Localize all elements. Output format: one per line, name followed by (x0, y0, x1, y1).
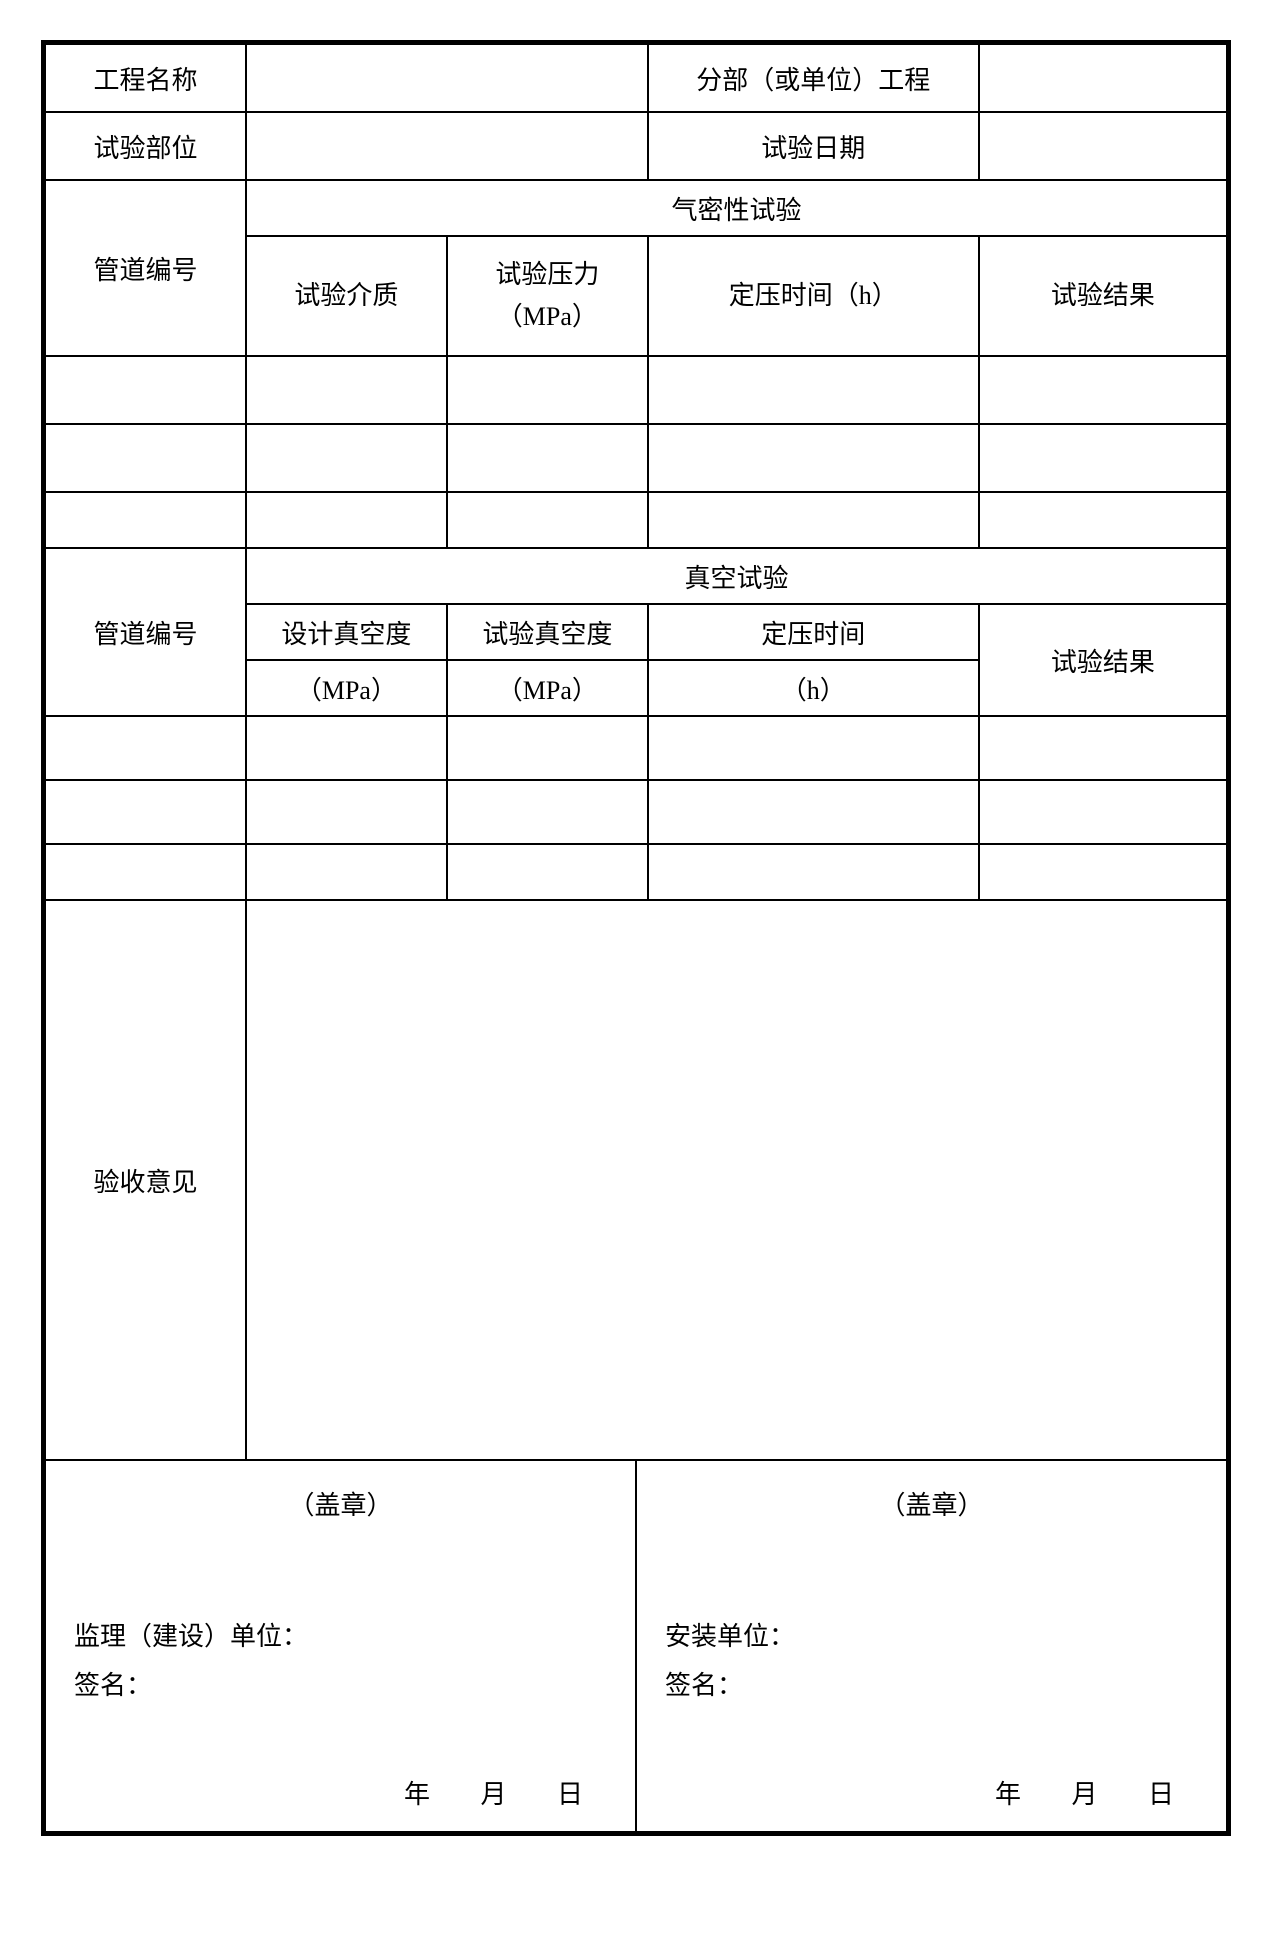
vacuum-cell-time[interactable] (648, 780, 979, 844)
vacuum-col-time-l1: 定压时间 (648, 604, 979, 660)
airtight-cell-pipe[interactable] (45, 356, 246, 424)
vacuum-row (45, 716, 1227, 780)
vacuum-cell-time[interactable] (648, 844, 979, 900)
project-name-value[interactable] (246, 44, 648, 112)
airtight-cell-medium[interactable] (246, 492, 447, 548)
vacuum-col-design-unit: （MPa） (246, 660, 447, 716)
vacuum-section-title: 真空试验 (246, 548, 1227, 604)
vacuum-cell-pipe[interactable] (45, 716, 246, 780)
year-label: 年 (995, 1780, 1021, 1809)
vacuum-cell-pipe[interactable] (45, 780, 246, 844)
supervisor-unit-label: 监理（建设）单位： (74, 1612, 607, 1661)
installer-sign-box: （盖章） 安装单位： 签名： 年 月 日 (636, 1461, 1226, 1831)
airtight-col-time: 定压时间（h） (648, 236, 979, 356)
sub-project-label: 分部（或单位）工程 (648, 44, 979, 112)
supervisor-sign-label: 签名： (74, 1661, 607, 1710)
test-date-label: 试验日期 (648, 112, 979, 180)
airtight-col-pressure-l2: （MPa） (497, 302, 598, 331)
sub-project-value[interactable] (979, 44, 1227, 112)
vacuum-cell-result[interactable] (979, 844, 1227, 900)
vacuum-row (45, 844, 1227, 900)
month-label: 月 (480, 1780, 506, 1809)
year-label: 年 (404, 1780, 430, 1809)
airtight-col-pressure: 试验压力 （MPa） (447, 236, 648, 356)
vacuum-cell-result[interactable] (979, 716, 1227, 780)
airtight-row (45, 356, 1227, 424)
vacuum-cell-test[interactable] (447, 844, 648, 900)
vacuum-cell-pipe[interactable] (45, 844, 246, 900)
vacuum-cell-time[interactable] (648, 716, 979, 780)
airtight-col-medium: 试验介质 (246, 236, 447, 356)
vacuum-cell-test[interactable] (447, 716, 648, 780)
airtight-col-pressure-l1: 试验压力 (495, 260, 599, 289)
installer-date[interactable]: 年 月 日 (973, 1774, 1196, 1811)
vacuum-col-test-l1: 试验真空度 (447, 604, 648, 660)
supervisor-date[interactable]: 年 月 日 (382, 1774, 605, 1811)
airtight-cell-result[interactable] (979, 492, 1227, 548)
airtight-col-result: 试验结果 (979, 236, 1227, 356)
airtight-cell-time[interactable] (648, 424, 979, 492)
airtight-cell-pressure[interactable] (447, 356, 648, 424)
vacuum-row (45, 780, 1227, 844)
airtight-cell-result[interactable] (979, 424, 1227, 492)
test-date-value[interactable] (979, 112, 1227, 180)
vacuum-col-design-l1: 设计真空度 (246, 604, 447, 660)
form-table: 工程名称 分部（或单位）工程 试验部位 试验日期 管道编号 气密性试验 试验介质… (44, 43, 1228, 1833)
installer-sign-label: 签名： (665, 1661, 1198, 1710)
vacuum-col-test-unit: （MPa） (447, 660, 648, 716)
supervisor-sign-box: （盖章） 监理（建设）单位： 签名： 年 月 日 (46, 1461, 636, 1831)
airtight-cell-time[interactable] (648, 492, 979, 548)
test-location-label: 试验部位 (45, 112, 246, 180)
vacuum-cell-design[interactable] (246, 716, 447, 780)
vacuum-col-time-unit: （h） (648, 660, 979, 716)
airtight-section-title: 气密性试验 (246, 180, 1227, 236)
day-label: 日 (1148, 1780, 1174, 1809)
installer-seal: （盖章） (665, 1485, 1198, 1522)
supervisor-seal: （盖章） (74, 1485, 607, 1522)
month-label: 月 (1071, 1780, 1097, 1809)
airtight-row (45, 424, 1227, 492)
acceptance-content[interactable] (246, 900, 1227, 1460)
project-name-label: 工程名称 (45, 44, 246, 112)
vacuum-cell-design[interactable] (246, 780, 447, 844)
vacuum-col-result: 试验结果 (979, 604, 1227, 716)
vacuum-pipe-label: 管道编号 (45, 548, 246, 716)
airtight-row (45, 492, 1227, 548)
vacuum-cell-test[interactable] (447, 780, 648, 844)
airtight-cell-medium[interactable] (246, 356, 447, 424)
airtight-cell-medium[interactable] (246, 424, 447, 492)
airtight-cell-pipe[interactable] (45, 424, 246, 492)
acceptance-label: 验收意见 (45, 900, 246, 1460)
airtight-cell-pressure[interactable] (447, 492, 648, 548)
airtight-pipe-label: 管道编号 (45, 180, 246, 356)
airtight-cell-pipe[interactable] (45, 492, 246, 548)
installer-unit-label: 安装单位： (665, 1612, 1198, 1661)
airtight-cell-pressure[interactable] (447, 424, 648, 492)
airtight-cell-time[interactable] (648, 356, 979, 424)
inspection-form: 工程名称 分部（或单位）工程 试验部位 试验日期 管道编号 气密性试验 试验介质… (41, 40, 1231, 1836)
test-location-value[interactable] (246, 112, 648, 180)
airtight-cell-result[interactable] (979, 356, 1227, 424)
vacuum-cell-result[interactable] (979, 780, 1227, 844)
day-label: 日 (557, 1780, 583, 1809)
vacuum-cell-design[interactable] (246, 844, 447, 900)
